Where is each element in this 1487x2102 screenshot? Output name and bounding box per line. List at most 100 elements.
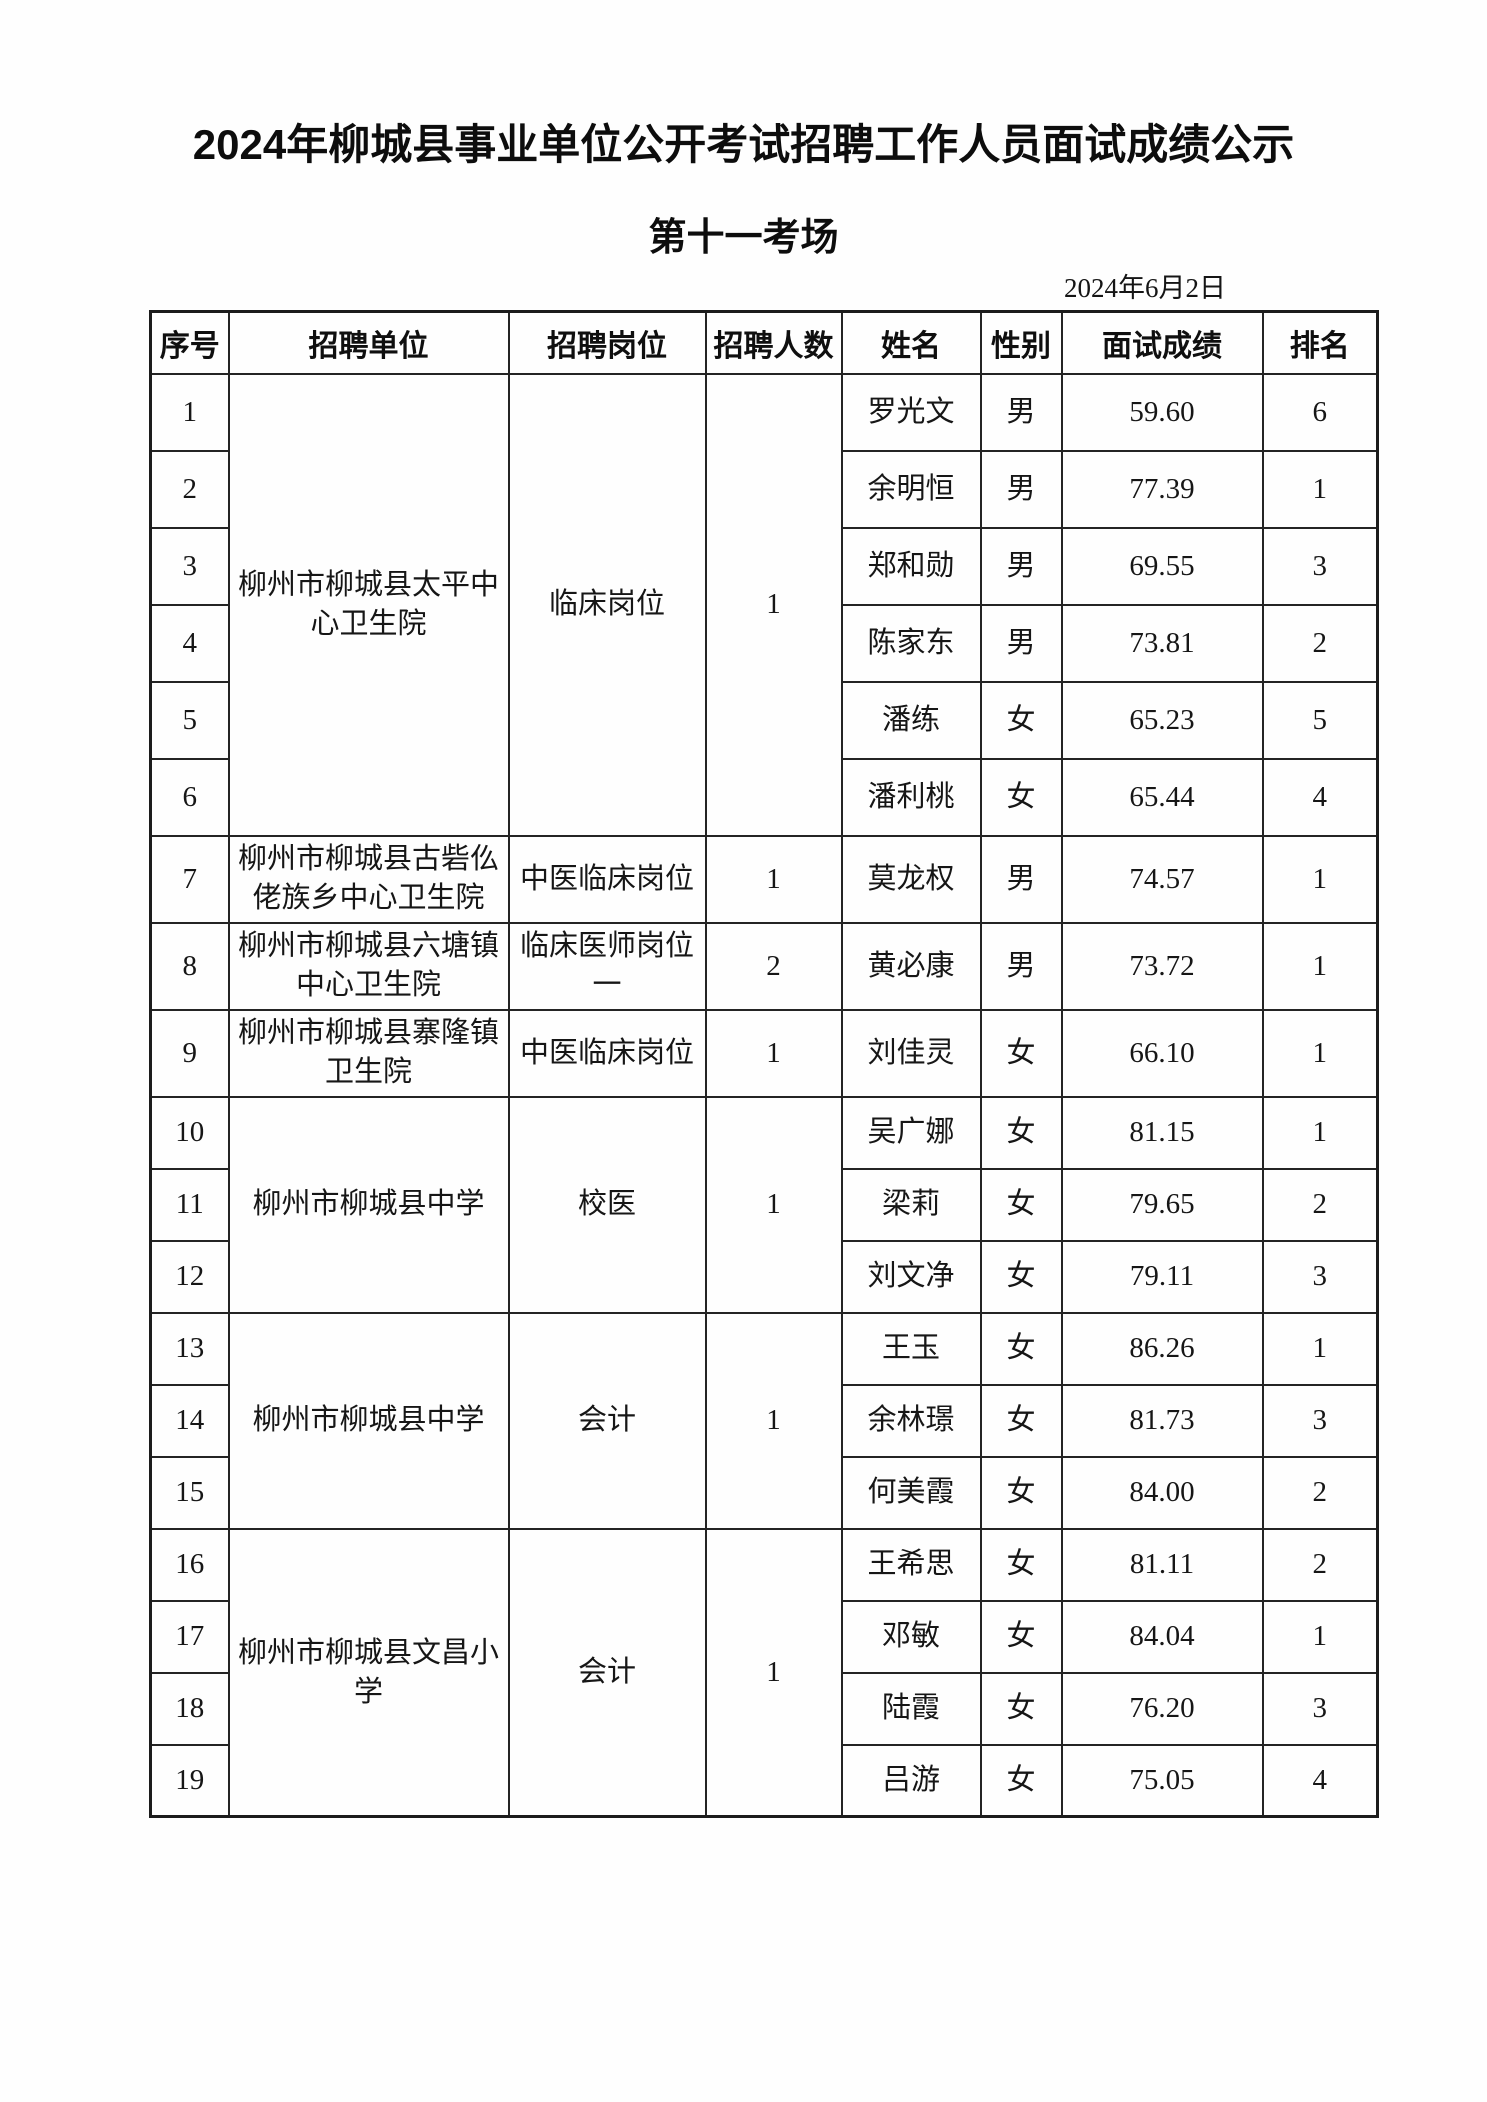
cell-unit: 柳州市柳城县中学: [227, 1095, 510, 1314]
cell-position: 临床岗位: [507, 372, 707, 837]
cell-name: 余明恒: [840, 449, 982, 529]
cell-score: 66.10: [1060, 1008, 1264, 1098]
col-header-rank: 排名: [1261, 310, 1379, 375]
cell-score: 79.11: [1060, 1239, 1264, 1314]
cell-rank: 4: [1261, 757, 1379, 837]
col-header-name: 姓名: [840, 310, 982, 375]
cell-name: 陆霞: [840, 1671, 982, 1746]
cell-no: 19: [149, 1743, 230, 1818]
cell-no: 9: [149, 1008, 230, 1098]
table-row: 7 柳州市柳城县古砦仫佬族乡中心卫生院 中医临床岗位 1 莫龙权 男 74.57…: [149, 834, 1379, 924]
cell-no: 10: [149, 1095, 230, 1170]
cell-rank: 1: [1261, 1008, 1379, 1098]
table-row: 2 余明恒 男 77.39 1: [149, 449, 1379, 529]
cell-unit: 柳州市柳城县中学: [227, 1311, 510, 1530]
cell-rank: 2: [1261, 1455, 1379, 1530]
cell-unit: 柳州市柳城县古砦仫佬族乡中心卫生院: [227, 834, 510, 924]
cell-position: 会计: [507, 1311, 707, 1530]
cell-no: 12: [149, 1239, 230, 1314]
table-row: 5 潘练 女 65.23 5: [149, 680, 1379, 760]
cell-count: 1: [704, 1527, 843, 1818]
cell-gender: 男: [979, 372, 1063, 452]
cell-gender: 男: [979, 449, 1063, 529]
cell-count: 1: [704, 834, 843, 924]
cell-gender: 男: [979, 603, 1063, 683]
cell-name: 王希思: [840, 1527, 982, 1602]
cell-name: 潘练: [840, 680, 982, 760]
table-row: 10 柳州市柳城县中学 校医 1 吴广娜 女 81.15 1: [149, 1095, 1379, 1314]
cell-rank: 3: [1261, 526, 1379, 606]
table-row: 6 潘利桃 女 65.44 4: [149, 757, 1379, 837]
cell-no: 2: [149, 449, 230, 529]
col-header-score: 面试成绩: [1060, 310, 1264, 375]
cell-name: 王玉: [840, 1311, 982, 1386]
cell-gender: 女: [979, 1455, 1063, 1530]
cell-gender: 女: [979, 1743, 1063, 1818]
cell-gender: 女: [979, 680, 1063, 760]
cell-rank: 4: [1261, 1743, 1379, 1818]
table-row: 13 柳州市柳城县中学 会计 1 王玉 女 86.26 1: [149, 1311, 1379, 1530]
cell-name: 刘文净: [840, 1239, 982, 1314]
cell-no: 5: [149, 680, 230, 760]
cell-no: 16: [149, 1527, 230, 1602]
doc-date: 2024年6月2日: [1064, 273, 1226, 304]
col-header-unit: 招聘单位: [227, 310, 510, 375]
cell-gender: 女: [979, 1167, 1063, 1242]
cell-rank: 3: [1261, 1383, 1379, 1458]
cell-no: 6: [149, 757, 230, 837]
cell-name: 莫龙权: [840, 834, 982, 924]
table-row: 18 陆霞 女 76.20 3: [149, 1671, 1379, 1746]
cell-count: 1: [704, 372, 843, 837]
cell-score: 76.20: [1060, 1671, 1264, 1746]
cell-score: 81.15: [1060, 1095, 1264, 1170]
doc-subtitle: 第十一考场: [648, 216, 839, 259]
cell-count: 1: [704, 1311, 843, 1530]
table-row: 4 陈家东 男 73.81 2: [149, 603, 1379, 683]
cell-no: 4: [149, 603, 230, 683]
cell-score: 65.44: [1060, 757, 1264, 837]
cell-unit: 柳州市柳城县文昌小学: [227, 1527, 510, 1818]
cell-rank: 6: [1261, 372, 1379, 452]
cell-no: 15: [149, 1455, 230, 1530]
cell-name: 吕游: [840, 1743, 982, 1818]
cell-rank: 1: [1261, 449, 1379, 529]
cell-gender: 女: [979, 1095, 1063, 1170]
col-header-gender: 性别: [979, 310, 1063, 375]
table-row: 19 吕游 女 75.05 4: [149, 1743, 1379, 1818]
cell-gender: 女: [979, 1239, 1063, 1314]
cell-position: 中医临床岗位: [507, 1008, 707, 1098]
table-row: 1 柳州市柳城县太平中心卫生院 临床岗位 1 罗光文 男 59.60 6: [149, 372, 1379, 837]
cell-rank: 2: [1261, 1167, 1379, 1242]
cell-position: 校医: [507, 1095, 707, 1314]
cell-no: 3: [149, 526, 230, 606]
cell-position: 会计: [507, 1527, 707, 1818]
cell-name: 吴广娜: [840, 1095, 982, 1170]
cell-gender: 女: [979, 1311, 1063, 1386]
cell-no: 18: [149, 1671, 230, 1746]
cell-name: 梁莉: [840, 1167, 982, 1242]
cell-score: 81.11: [1060, 1527, 1264, 1602]
cell-no: 17: [149, 1599, 230, 1674]
cell-score: 86.26: [1060, 1311, 1264, 1386]
cell-score: 75.05: [1060, 1743, 1264, 1818]
cell-score: 74.57: [1060, 834, 1264, 924]
cell-count: 2: [704, 921, 843, 1011]
col-header-position: 招聘岗位: [507, 310, 707, 375]
table-row: 14 余林璟 女 81.73 3: [149, 1383, 1379, 1458]
cell-gender: 女: [979, 1599, 1063, 1674]
table-row: 16 柳州市柳城县文昌小学 会计 1 王希思 女 81.11 2: [149, 1527, 1379, 1818]
cell-gender: 女: [979, 1671, 1063, 1746]
table-row: 8 柳州市柳城县六塘镇中心卫生院 临床医师岗位一 2 黄必康 男 73.72 1: [149, 921, 1379, 1011]
cell-score: 77.39: [1060, 449, 1264, 529]
cell-name: 何美霞: [840, 1455, 982, 1530]
cell-name: 黄必康: [840, 921, 982, 1011]
cell-rank: 1: [1261, 1095, 1379, 1170]
cell-name: 刘佳灵: [840, 1008, 982, 1098]
cell-gender: 女: [979, 1008, 1063, 1098]
cell-rank: 2: [1261, 603, 1379, 683]
cell-score: 84.00: [1060, 1455, 1264, 1530]
cell-rank: 1: [1261, 1311, 1379, 1386]
header-row: 序号 招聘单位 招聘岗位 招聘人数 姓名 性别 面试成绩 排名: [149, 310, 1379, 375]
cell-name: 潘利桃: [840, 757, 982, 837]
